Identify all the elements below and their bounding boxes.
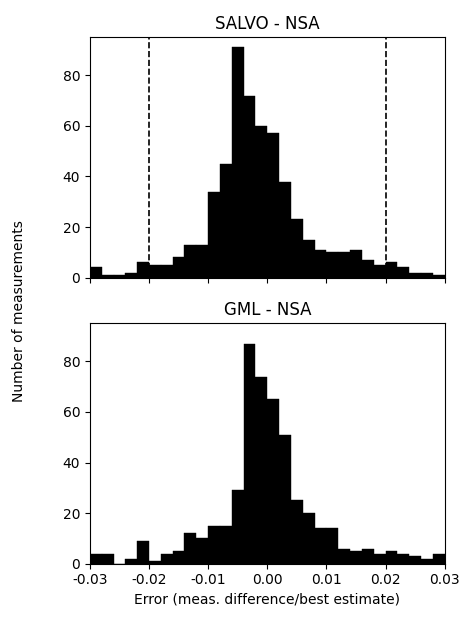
Bar (409, 272, 421, 277)
Bar (102, 275, 114, 277)
Bar (244, 96, 256, 277)
X-axis label: Error (meas. difference/best estimate): Error (meas. difference/best estimate) (134, 593, 400, 607)
Bar (267, 399, 279, 564)
Bar (386, 262, 398, 277)
Bar (125, 272, 137, 277)
Bar (90, 267, 102, 277)
Bar (161, 554, 172, 564)
Bar (137, 541, 149, 564)
Bar (279, 182, 291, 277)
Bar (326, 253, 338, 277)
Bar (137, 262, 149, 277)
Bar (184, 534, 196, 564)
Title: SALVO - NSA: SALVO - NSA (215, 15, 320, 33)
Bar (149, 561, 161, 564)
Bar (208, 526, 220, 564)
Bar (338, 253, 350, 277)
Bar (433, 275, 445, 277)
Bar (362, 549, 374, 564)
Bar (267, 134, 279, 277)
Bar (291, 501, 303, 564)
Bar (362, 260, 374, 277)
Bar (398, 554, 409, 564)
Bar (350, 551, 362, 564)
Bar (172, 551, 184, 564)
Bar (303, 239, 314, 277)
Bar (279, 435, 291, 564)
Title: GML - NSA: GML - NSA (224, 301, 311, 319)
Bar (314, 250, 326, 277)
Text: Number of measurements: Number of measurements (12, 220, 26, 402)
Bar (149, 265, 161, 277)
Bar (232, 47, 244, 277)
Bar (244, 344, 256, 564)
Bar (220, 164, 232, 277)
Bar (303, 513, 314, 564)
Bar (125, 559, 137, 564)
Bar (350, 250, 362, 277)
Bar (314, 528, 326, 564)
Bar (161, 265, 172, 277)
Bar (172, 258, 184, 277)
Bar (374, 265, 386, 277)
Bar (220, 526, 232, 564)
Bar (114, 275, 125, 277)
Bar (421, 559, 433, 564)
Bar (409, 556, 421, 564)
Bar (326, 528, 338, 564)
Bar (433, 554, 445, 564)
Bar (232, 490, 244, 564)
Bar (184, 244, 196, 277)
Bar (196, 539, 208, 564)
Bar (256, 376, 267, 564)
Bar (338, 549, 350, 564)
Bar (90, 554, 102, 564)
Bar (374, 554, 386, 564)
Bar (291, 220, 303, 277)
Bar (398, 267, 409, 277)
Bar (196, 244, 208, 277)
Bar (208, 192, 220, 277)
Bar (256, 126, 267, 277)
Bar (386, 551, 398, 564)
Bar (102, 554, 114, 564)
Bar (421, 272, 433, 277)
